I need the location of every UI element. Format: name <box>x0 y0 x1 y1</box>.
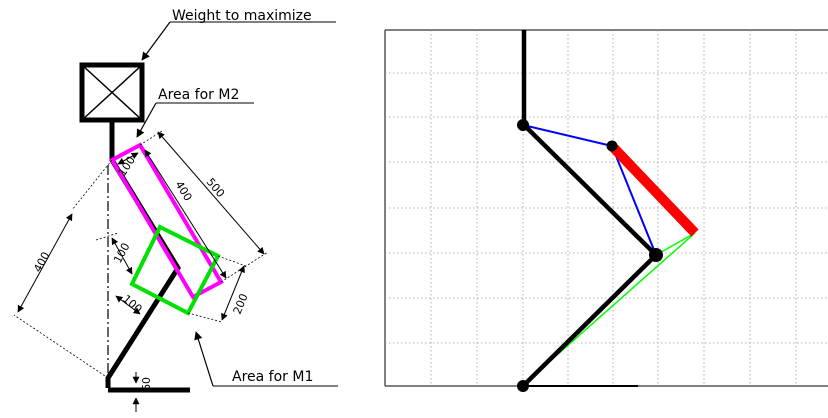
weight-pointer-arrow <box>141 21 171 61</box>
plot-grid <box>385 30 828 386</box>
leg-schematic-diagram: Weight to maximize Area for M2 <box>13 8 338 412</box>
joint-ankle <box>517 380 529 392</box>
dim-label-foot-offset: 60 <box>140 377 153 391</box>
joint-knee <box>649 248 663 262</box>
weight-label: Weight to maximize <box>172 8 312 24</box>
area-m1-pointer-arrow <box>194 331 214 387</box>
area-m1-label: Area for M1 <box>232 369 313 385</box>
area-m2-label: Area for M2 <box>158 87 239 103</box>
joint-red-top <box>606 140 618 152</box>
joint-hip <box>517 119 529 131</box>
dim-label-top-box-length: 400 <box>172 179 194 204</box>
green-link-upper <box>655 232 696 256</box>
weight-box <box>79 62 145 123</box>
dim-label-green-box-side-a: 100 <box>111 241 132 266</box>
green-link-lower <box>547 232 696 364</box>
area-m2-pointer-arrow <box>136 102 157 138</box>
dim-label-green-box-side-b: 100 <box>120 292 144 315</box>
black-leg <box>521 30 660 388</box>
dim-label-lower-span: 200 <box>231 292 251 316</box>
dim-label-vertical-span: 400 <box>31 250 52 275</box>
red-link <box>608 142 699 237</box>
dim-label-outer-span: 500 <box>204 176 227 200</box>
dimension-lines <box>17 131 265 412</box>
dimension-guide-lines <box>13 130 269 379</box>
mechanism-plot <box>384 29 828 392</box>
